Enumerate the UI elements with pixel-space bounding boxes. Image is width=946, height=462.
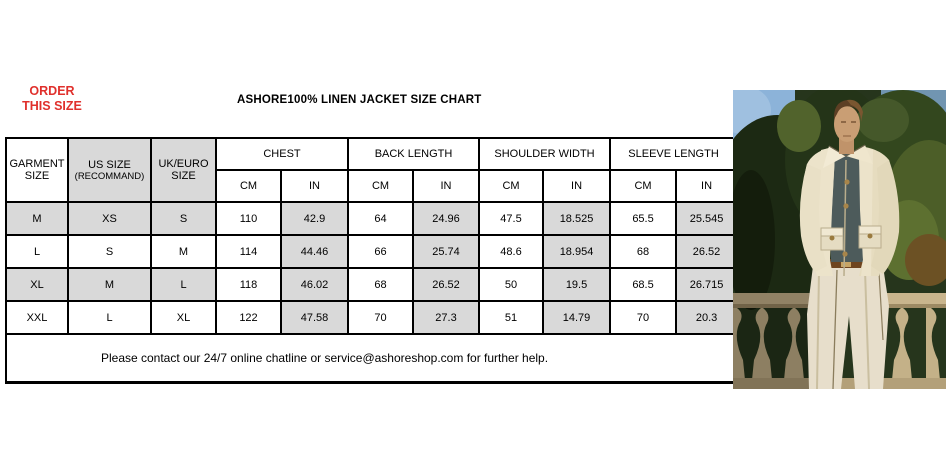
cell-back-cm: 70	[347, 300, 414, 335]
cell-chest-in: 42.9	[280, 201, 349, 236]
cell-chest-in: 47.58	[280, 300, 349, 335]
cell-back-in: 25.74	[411, 234, 481, 269]
cell-uk: L	[150, 267, 217, 302]
cell-shoulder-cm: 51	[478, 300, 545, 335]
cell-us: S	[67, 234, 152, 269]
cell-shoulder-in: 14.79	[542, 300, 612, 335]
table-row-size-l: L S M 114 44.46 66 25.74 48.6 18.954 68 …	[5, 234, 739, 269]
col-header-uk-euro-size: UK/EURO SIZE	[150, 137, 217, 203]
unit-chest-cm: CM	[215, 169, 282, 203]
cell-chest-cm: 110	[215, 201, 282, 236]
cell-us: M	[67, 267, 152, 302]
col-header-garment-size: GARMENT SIZE	[5, 137, 69, 203]
us-size-label: US SIZE	[88, 158, 131, 171]
cell-uk: S	[150, 201, 217, 236]
cell-sleeve-cm: 70	[609, 300, 678, 335]
unit-back-cm: CM	[347, 169, 414, 203]
cell-shoulder-in: 18.954	[542, 234, 612, 269]
unit-chest-in: IN	[280, 169, 349, 203]
order-this-size-note: ORDER THIS SIZE	[8, 84, 96, 114]
col-group-back-length: BACK LENGTH	[346, 137, 481, 171]
cell-chest-in: 46.02	[280, 267, 349, 302]
model-photo	[733, 90, 946, 389]
unit-sleeve-in: IN	[675, 169, 739, 203]
cell-us: XS	[67, 201, 152, 236]
page-title: ASHORE100% LINEN JACKET SIZE CHART	[237, 94, 482, 106]
unit-shoulder-in: IN	[542, 169, 612, 203]
cell-sleeve-in: 26.715	[675, 267, 739, 302]
cell-garment: XXL	[5, 300, 69, 335]
contact-note-row: Please contact our 24/7 online chatline …	[4, 333, 739, 384]
cell-back-in: 26.52	[411, 267, 481, 302]
unit-back-in: IN	[411, 169, 481, 203]
cell-garment: M	[5, 201, 69, 236]
cell-chest-cm: 122	[215, 300, 282, 335]
cell-back-in: 24.96	[411, 201, 481, 236]
table-row-size-xxl: XXL L XL 122 47.58 70 27.3 51 14.79 70 2…	[5, 300, 739, 335]
cell-shoulder-in: 18.525	[542, 201, 612, 236]
cell-sleeve-cm: 65.5	[609, 201, 678, 236]
cell-shoulder-in: 19.5	[542, 267, 612, 302]
model-photo-illustration	[733, 90, 946, 389]
col-header-us-size: US SIZE (RECOMMAND)	[67, 137, 152, 203]
cell-back-in: 27.3	[411, 300, 481, 335]
cell-sleeve-cm: 68.5	[609, 267, 678, 302]
cell-sleeve-cm: 68	[609, 234, 678, 269]
cell-chest-in: 44.46	[280, 234, 349, 269]
cell-us: L	[67, 300, 152, 335]
cell-back-cm: 68	[347, 267, 414, 302]
unit-shoulder-cm: CM	[478, 169, 545, 203]
header-group-row: GARMENT SIZE US SIZE (RECOMMAND) UK/EURO…	[5, 137, 739, 203]
cell-uk: XL	[150, 300, 217, 335]
order-note-line2: THIS SIZE	[22, 99, 82, 113]
order-note-line1: ORDER	[29, 84, 75, 98]
cell-sleeve-in: 26.52	[675, 234, 739, 269]
col-group-sleeve-length: SLEEVE LENGTH	[609, 137, 739, 171]
cell-back-cm: 64	[347, 201, 414, 236]
contact-note: Please contact our 24/7 online chatline …	[4, 333, 739, 384]
cell-back-cm: 66	[347, 234, 414, 269]
col-group-shoulder-width: SHOULDER WIDTH	[478, 137, 612, 171]
cell-shoulder-cm: 47.5	[478, 201, 545, 236]
header-unit-row: CM IN CM IN CM IN CM IN	[6, 169, 739, 203]
cell-chest-cm: 114	[215, 234, 282, 269]
table-row-size-xl: XL M L 118 46.02 68 26.52 50 19.5 68.5 2…	[5, 267, 739, 302]
size-chart-table: GARMENT SIZE US SIZE (RECOMMAND) UK/EURO…	[4, 137, 739, 384]
cell-shoulder-cm: 50	[478, 267, 545, 302]
cell-chest-cm: 118	[215, 267, 282, 302]
cell-garment: XL	[5, 267, 69, 302]
us-size-sublabel: (RECOMMAND)	[74, 170, 145, 182]
unit-sleeve-cm: CM	[609, 169, 678, 203]
cell-uk: M	[150, 234, 217, 269]
col-group-chest: CHEST	[215, 137, 349, 171]
cell-shoulder-cm: 48.6	[478, 234, 545, 269]
cell-sleeve-in: 20.3	[675, 300, 739, 335]
cell-sleeve-in: 25.545	[675, 201, 739, 236]
table-row-size-m: M XS S 110 42.9 64 24.96 47.5 18.525 65.…	[5, 201, 739, 236]
cell-garment: L	[5, 234, 69, 269]
model-figure	[799, 99, 900, 389]
